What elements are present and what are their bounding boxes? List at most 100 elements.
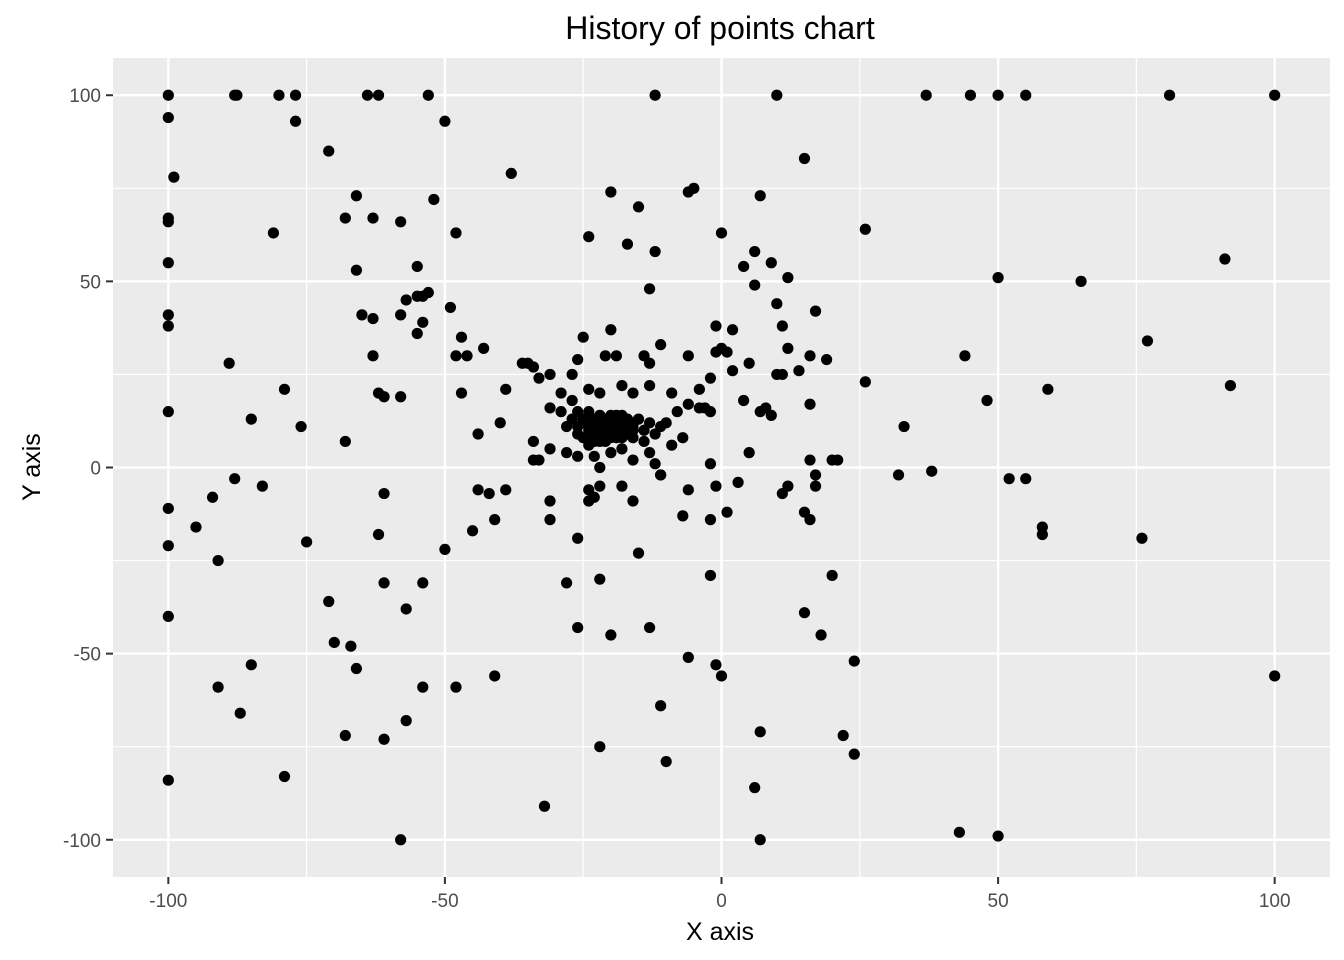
data-point xyxy=(561,447,573,459)
y-axis-title: Y axis xyxy=(18,433,46,501)
data-point xyxy=(682,350,694,362)
data-point xyxy=(455,331,468,343)
data-point xyxy=(776,320,788,332)
data-point xyxy=(544,402,556,414)
data-point xyxy=(638,435,650,448)
data-point xyxy=(439,115,451,127)
data-point xyxy=(599,435,611,448)
data-point xyxy=(229,473,241,485)
data-point xyxy=(162,216,174,228)
data-point xyxy=(588,450,600,462)
data-point xyxy=(671,406,683,418)
data-point xyxy=(466,525,479,537)
data-point xyxy=(826,569,838,582)
data-point xyxy=(782,480,794,492)
data-point xyxy=(162,540,174,552)
data-point xyxy=(450,227,462,239)
data-point xyxy=(992,89,1004,101)
data-point xyxy=(583,495,595,507)
data-point xyxy=(478,342,490,354)
data-point xyxy=(898,420,910,433)
data-point xyxy=(572,621,584,634)
data-point xyxy=(649,245,661,258)
data-point xyxy=(704,514,717,526)
data-point xyxy=(538,800,551,812)
data-point xyxy=(1163,89,1176,101)
data-point xyxy=(505,167,517,180)
data-point xyxy=(721,506,733,518)
data-point xyxy=(594,387,606,399)
data-point xyxy=(301,536,313,548)
data-point xyxy=(356,309,368,321)
data-point xyxy=(643,380,656,392)
x-tick-label: 0 xyxy=(716,891,727,912)
data-point xyxy=(920,89,932,101)
data-point xyxy=(765,257,777,269)
data-point xyxy=(749,782,761,794)
data-point xyxy=(616,428,628,440)
y-tick-label: -50 xyxy=(74,645,101,666)
data-point xyxy=(572,532,584,544)
data-point xyxy=(859,223,871,235)
data-point xyxy=(848,655,860,667)
data-point xyxy=(566,394,578,407)
data-point xyxy=(815,629,827,641)
data-point xyxy=(256,480,268,492)
data-point xyxy=(892,469,905,481)
data-point xyxy=(798,152,811,165)
data-point xyxy=(494,417,506,429)
y-tick-label: -100 xyxy=(63,831,101,852)
data-point xyxy=(738,394,750,407)
data-point xyxy=(223,357,235,369)
x-tick-label: -100 xyxy=(149,891,187,912)
data-point xyxy=(754,726,766,738)
data-point xyxy=(572,353,584,366)
data-point xyxy=(682,186,694,198)
data-point xyxy=(417,316,429,328)
data-point xyxy=(372,89,385,101)
data-point xyxy=(649,458,661,470)
data-point xyxy=(715,670,728,682)
data-point xyxy=(959,350,971,362)
data-point xyxy=(776,368,788,381)
data-point xyxy=(500,383,512,395)
data-point xyxy=(782,272,794,284)
data-point xyxy=(1141,335,1154,347)
data-point xyxy=(162,406,174,418)
data-point xyxy=(350,662,362,675)
data-point xyxy=(704,406,717,418)
data-point xyxy=(721,346,733,358)
data-point xyxy=(339,212,351,224)
data-point xyxy=(627,454,639,466)
data-point xyxy=(378,487,390,500)
data-point xyxy=(583,231,595,243)
data-point xyxy=(483,487,495,500)
data-point xyxy=(561,577,573,589)
data-point xyxy=(677,510,689,522)
data-point xyxy=(289,115,302,127)
data-point xyxy=(627,417,639,429)
data-point xyxy=(732,476,744,488)
data-point xyxy=(162,89,174,101)
data-point xyxy=(544,495,556,507)
data-point xyxy=(273,89,285,101)
data-point xyxy=(422,89,434,101)
data-point xyxy=(627,495,639,507)
data-point xyxy=(489,670,501,682)
data-point xyxy=(837,729,849,742)
data-point xyxy=(832,454,844,466)
data-point xyxy=(754,190,766,202)
data-point xyxy=(610,350,622,362)
data-point xyxy=(345,640,357,652)
data-point xyxy=(771,89,783,101)
data-point xyxy=(372,528,385,541)
y-tick-label: 0 xyxy=(90,459,101,480)
data-point xyxy=(655,339,667,351)
data-point xyxy=(417,290,429,302)
data-point xyxy=(323,595,335,608)
y-tick-label: 100 xyxy=(69,86,101,107)
data-point xyxy=(527,361,540,373)
x-tick-label: -50 xyxy=(431,891,458,912)
